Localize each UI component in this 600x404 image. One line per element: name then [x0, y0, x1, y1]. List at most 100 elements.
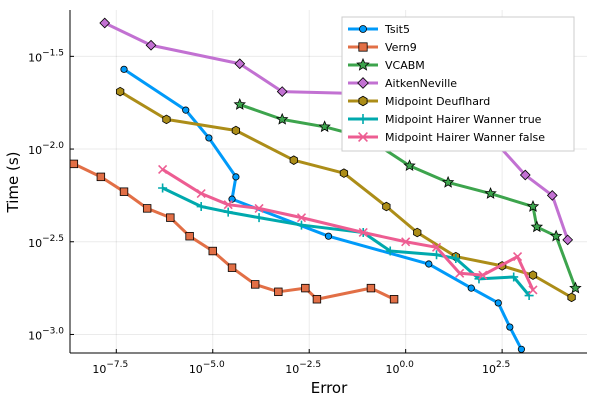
data-point-vern9 — [208, 246, 217, 256]
data-point-vern9 — [250, 280, 260, 289]
data-point-midpoint-hairer-wanner-true — [385, 246, 395, 256]
data-point-aitkenneville — [145, 39, 157, 51]
y-tick-exponent: −1.5 — [42, 48, 64, 58]
legend-marker-midpoint-deuflhard — [358, 95, 368, 107]
data-point-vern9 — [166, 213, 175, 222]
data-point-midpoint-hairer-wanner-false — [455, 268, 465, 278]
data-point-midpoint-hairer-wanner-true — [524, 291, 534, 301]
data-point-vcabm — [484, 187, 497, 199]
series-vcabm — [233, 98, 582, 294]
legend-label-midpoint-hairer-wanner-true: Midpoint Hairer Wanner true — [385, 113, 542, 126]
y-tick-label: 10−1.5 — [28, 48, 64, 64]
data-point-tsit5 — [232, 173, 240, 181]
x-tick-base: 10 — [386, 363, 400, 376]
legend-label-midpoint-deuflhard: Midpoint Deuflhard — [385, 95, 490, 108]
data-point-midpoint-hairer-wanner-true — [432, 250, 442, 260]
y-tick-base: 10 — [28, 51, 42, 64]
series-tsit5 — [120, 65, 526, 353]
data-point-tsit5 — [182, 106, 190, 114]
data-point-tsit5 — [205, 134, 213, 142]
x-tick-label: 100.0 — [386, 360, 415, 376]
data-point-midpoint-hairer-wanner-false — [196, 188, 206, 199]
x-tick-label: 102.5 — [482, 360, 510, 376]
data-point-midpoint-hairer-wanner-true — [196, 202, 206, 212]
legend-marker-tsit5 — [359, 25, 367, 33]
data-point-midpoint-hairer-wanner-false — [512, 252, 523, 262]
data-point-midpoint-deuflhard — [231, 125, 241, 136]
y-tick-base: 10 — [28, 329, 42, 342]
data-point-midpoint-deuflhard — [382, 201, 391, 212]
legend-label-vcabm: VCABM — [385, 59, 425, 72]
data-point-aitkenneville — [276, 86, 288, 97]
data-point-midpoint-deuflhard — [162, 114, 171, 125]
x-tick-label: 10−5.0 — [189, 360, 225, 376]
x-tick-exponent: −2.5 — [299, 360, 321, 370]
data-point-midpoint-hairer-wanner-false — [528, 285, 538, 295]
x-tick-exponent: 0.0 — [400, 360, 415, 370]
data-point-tsit5 — [425, 260, 433, 268]
data-point-vcabm — [318, 120, 331, 133]
grid-layer — [70, 10, 587, 353]
series-midpoint-hairer-wanner-false — [158, 164, 538, 295]
legend-marker-midpoint-hairer-wanner-false — [358, 132, 368, 142]
y-tick-label: 10−3.0 — [28, 326, 64, 342]
data-point-aitkenneville — [546, 190, 558, 201]
series-line-midpoint-hairer-wanner-true — [161, 186, 531, 297]
legend-marker-midpoint-hairer-wanner-true — [358, 114, 368, 124]
data-point-vern9 — [96, 172, 106, 182]
data-point-vcabm — [530, 220, 544, 233]
x-tick-exponent: −7.5 — [106, 360, 128, 370]
data-point-midpoint-hairer-wanner-true — [296, 220, 306, 230]
x-tick-exponent: 2.5 — [496, 360, 510, 370]
x-tick-base: 10 — [189, 363, 203, 376]
data-point-midpoint-hairer-wanner-true — [451, 253, 461, 263]
data-point-midpoint-hairer-wanner-false — [358, 227, 368, 238]
y-tick-exponent: −2.5 — [42, 234, 64, 244]
data-point-tsit5 — [467, 284, 475, 292]
legend-marker-vern9 — [358, 42, 368, 52]
legend: Tsit5 Vern9 VCABM AitkenNeville Midpoint Deu… — [341, 16, 575, 152]
legend-label-vern9: Vern9 — [385, 41, 417, 54]
x-tick-exponent: −5.0 — [203, 360, 225, 370]
data-point-vcabm — [441, 175, 455, 188]
data-point-midpoint-deuflhard — [339, 168, 349, 178]
x-tick-base: 10 — [285, 363, 299, 376]
data-point-vern9 — [69, 159, 79, 169]
data-point-tsit5 — [120, 65, 128, 73]
legend-label-aitkenneville: AitkenNeville — [385, 77, 457, 90]
data-point-vcabm — [526, 199, 540, 212]
y-tick-exponent: −2.0 — [42, 141, 64, 151]
series-layer — [69, 17, 582, 353]
data-point-midpoint-hairer-wanner-false — [478, 270, 488, 280]
data-point-vern9 — [301, 283, 310, 293]
y-tick-label: 10−2.0 — [28, 141, 64, 157]
x-tick-base: 10 — [92, 363, 106, 376]
data-point-vern9 — [119, 187, 129, 196]
x-tick-base: 10 — [482, 363, 496, 376]
data-point-midpoint-hairer-wanner-true — [254, 213, 264, 223]
data-point-midpoint-hairer-wanner-false — [223, 200, 233, 210]
data-point-tsit5 — [517, 345, 526, 353]
data-point-midpoint-hairer-wanner-false — [254, 203, 264, 213]
data-point-midpoint-hairer-wanner-true — [223, 207, 233, 217]
legend-marker-vcabm — [356, 57, 370, 71]
data-point-midpoint-hairer-wanner-false — [296, 213, 307, 223]
data-point-tsit5 — [228, 195, 236, 203]
data-point-aitkenneville — [99, 17, 111, 29]
data-point-vcabm — [569, 281, 582, 294]
x-tick-label: 10−2.5 — [285, 360, 321, 376]
data-point-vern9 — [312, 295, 322, 304]
axes-layer — [69, 10, 587, 354]
data-point-vern9 — [366, 283, 376, 293]
data-point-midpoint-hairer-wanner-false — [158, 164, 168, 175]
data-point-vcabm — [233, 98, 246, 110]
data-point-tsit5 — [494, 299, 502, 307]
data-point-vern9 — [142, 204, 152, 213]
y-tick-base: 10 — [28, 237, 42, 250]
y-tick-exponent: −3.0 — [42, 326, 64, 336]
data-point-midpoint-deuflhard — [289, 155, 298, 165]
legend-marker-aitkenneville — [357, 77, 369, 89]
data-point-midpoint-hairer-wanner-false — [431, 242, 442, 252]
y-axis-title: Time (s) — [4, 152, 22, 214]
